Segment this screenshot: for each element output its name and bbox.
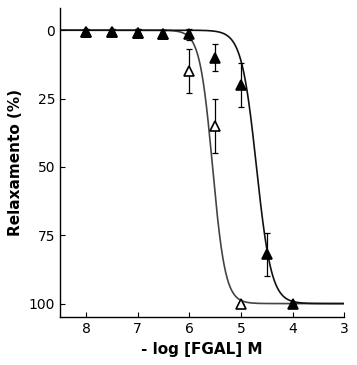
X-axis label: - log [FGAL] M: - log [FGAL] M — [141, 342, 263, 357]
Y-axis label: Relaxamento (%): Relaxamento (%) — [8, 89, 23, 236]
